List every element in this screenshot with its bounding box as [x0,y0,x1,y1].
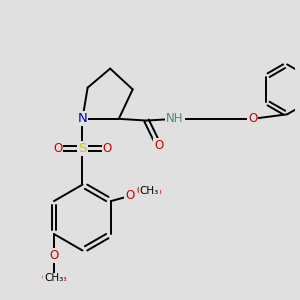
Text: O: O [53,142,62,155]
Text: O: O [154,139,163,152]
Text: O: O [125,189,135,203]
Text: OCH₃: OCH₃ [136,186,162,196]
Text: O: O [49,249,58,262]
Text: OCH₃: OCH₃ [41,273,67,283]
Text: CH₃: CH₃ [140,186,159,196]
Text: S: S [78,142,87,155]
Text: O: O [49,249,58,262]
Text: N: N [78,112,87,125]
Text: CH₃: CH₃ [44,273,64,283]
Text: NH: NH [166,112,184,125]
Text: O: O [125,189,135,203]
Text: O: O [103,142,112,155]
Text: O: O [248,112,257,125]
